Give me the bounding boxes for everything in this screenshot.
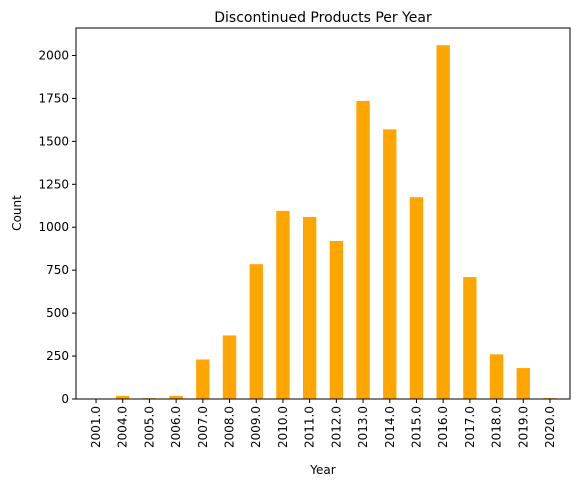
x-tick-label: 2015.0 — [409, 406, 423, 448]
y-tick-label: 1000 — [38, 220, 69, 234]
x-tick-label: 2008.0 — [223, 406, 237, 448]
x-axis-label: Year — [309, 463, 335, 477]
y-tick-label: 0 — [61, 392, 69, 406]
bar — [116, 395, 130, 399]
bar — [356, 101, 370, 399]
y-tick-label: 250 — [46, 349, 69, 363]
bar — [276, 210, 290, 399]
bars-group — [89, 45, 557, 400]
y-tick-label: 1250 — [38, 177, 69, 191]
y-tick-label: 750 — [46, 263, 69, 277]
x-tick-label: 2005.0 — [142, 406, 156, 448]
chart-title: Discontinued Products Per Year — [214, 10, 432, 26]
y-tick-label: 2000 — [38, 48, 69, 62]
y-tick-label: 1500 — [38, 134, 69, 148]
bar — [249, 264, 263, 399]
bar — [222, 335, 237, 399]
bar — [302, 216, 317, 399]
x-tick-label: 2013.0 — [356, 406, 370, 448]
bar — [516, 368, 530, 399]
x-tick-label: 2017.0 — [463, 406, 477, 448]
y-axis-label: Count — [10, 195, 24, 231]
plot-frame — [75, 27, 571, 400]
bar — [169, 395, 183, 399]
x-tick-label: 2004.0 — [116, 406, 130, 448]
x-tick-label: 2014.0 — [383, 406, 397, 448]
x-tick-label: 2006.0 — [169, 406, 183, 448]
y-tick-label: 1750 — [38, 91, 69, 105]
bar — [409, 197, 424, 399]
bar — [383, 129, 397, 399]
x-tick-label: 2010.0 — [276, 406, 290, 448]
bar — [329, 240, 344, 399]
bar — [436, 45, 450, 400]
bar — [463, 277, 477, 399]
x-axis: 2001.0 2004.0 2005.0 2006.0 2007.0 2008.0 2009… — [89, 399, 557, 448]
x-tick-label: 2018.0 — [490, 406, 504, 448]
x-tick-label: 2011.0 — [303, 406, 317, 448]
x-tick-label: 2020.0 — [543, 406, 557, 448]
x-tick-label: 2007.0 — [196, 406, 210, 448]
bar — [196, 359, 210, 399]
x-tick-label: 2016.0 — [436, 406, 450, 448]
y-axis: 0 250 500 750 1000 1250 1500 1750 2000 — [38, 48, 76, 406]
x-tick-label: 2019.0 — [516, 406, 530, 448]
bar — [489, 354, 504, 399]
x-tick-label: 2009.0 — [249, 406, 263, 448]
x-tick-label: 2012.0 — [329, 406, 343, 448]
x-tick-label: 2001.0 — [89, 406, 103, 448]
y-tick-label: 500 — [46, 306, 69, 320]
